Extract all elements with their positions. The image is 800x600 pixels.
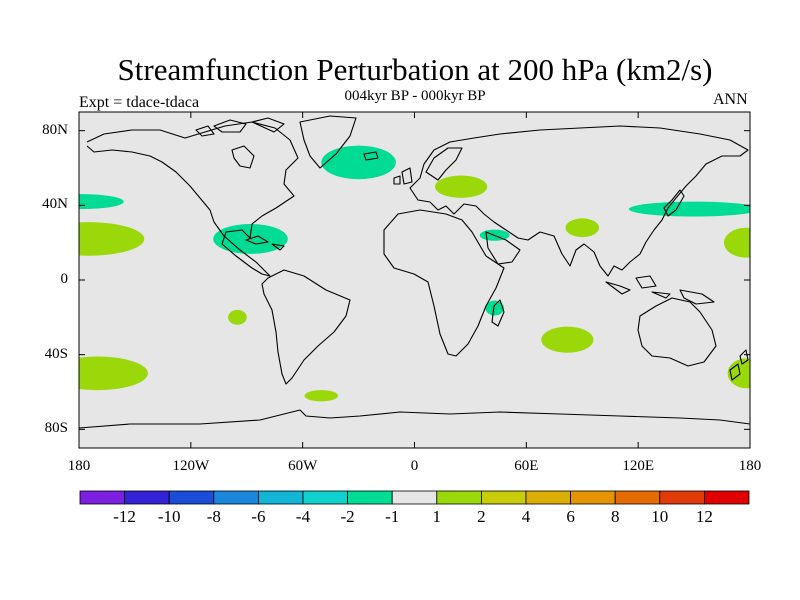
colorbar-label: 6 <box>566 507 575 526</box>
anomaly-patch-5 <box>304 390 339 402</box>
colorbar-swatch-0 <box>79 490 125 505</box>
colorbar-swatch-1 <box>124 490 170 505</box>
lon-label: 180 <box>67 458 91 474</box>
anomaly-patch-13 <box>723 227 750 258</box>
colorbar-swatch-5 <box>302 490 348 505</box>
coastline-caribbean <box>245 235 285 251</box>
colorbar-swatch-9 <box>480 490 527 505</box>
colorbar-label: -10 <box>157 507 181 526</box>
colorbar-swatch-14 <box>704 490 750 505</box>
lat-label: 80S <box>44 420 68 437</box>
axis-ticks <box>78 112 751 448</box>
colorbar-label: 8 <box>610 507 620 526</box>
coastline-australia <box>637 297 717 367</box>
colorbar-label: -2 <box>340 507 355 526</box>
coastline-greenland <box>299 115 357 169</box>
experiment-label: Expt = tdace-tdaca <box>79 94 200 111</box>
anomaly-patch-9 <box>485 300 504 316</box>
colorbar-swatch-2 <box>168 490 215 505</box>
colorbar-label: -4 <box>295 507 311 526</box>
lon-label: 180 <box>738 458 762 474</box>
lat-label: 40N <box>42 196 68 213</box>
colorbar-swatch-11 <box>570 490 616 505</box>
anomaly-patch-10 <box>565 218 600 238</box>
colorbar-label: 10 <box>651 507 669 526</box>
colorbar-swatch-12 <box>614 490 661 505</box>
anomaly-patch-12 <box>628 201 750 217</box>
map-background <box>79 112 750 448</box>
season-label: ANN <box>713 91 748 108</box>
lon-label: 120E <box>622 458 654 474</box>
colorbar-swatch-7 <box>391 490 438 505</box>
lat-label: 80N <box>42 121 68 138</box>
lon-label: 120W <box>172 458 210 474</box>
lon-label: 0 <box>410 458 419 474</box>
plot-subtitle: 004kyr BP - 000kyr BP <box>344 88 486 104</box>
colorbar-label: -6 <box>251 507 266 526</box>
coastline-iceland <box>363 151 379 161</box>
lat-label: 0 <box>60 271 69 287</box>
colorbar-swatch-6 <box>347 490 393 505</box>
plot-title: Streamfunction Perturbation at 200 hPa (… <box>117 52 713 87</box>
coastline-madagascar <box>491 299 505 327</box>
coastline-japan <box>663 189 685 217</box>
coastline-africa <box>383 209 505 357</box>
colorbar-label: 12 <box>695 507 713 526</box>
colorbar-label: -1 <box>385 507 400 526</box>
anomaly-patch-1 <box>79 222 145 256</box>
colorbar-label: 2 <box>477 507 486 526</box>
anomaly-patch-6 <box>321 145 396 180</box>
anomaly-patch-14 <box>727 358 750 389</box>
coastline-antarctica <box>79 409 750 429</box>
colorbar-label: -12 <box>113 507 136 526</box>
lon-label: 60W <box>288 458 318 474</box>
coastline-eurasia <box>409 125 749 277</box>
anomaly-patch-7 <box>435 175 488 198</box>
coastline-north-america <box>86 121 299 277</box>
colorbar-swatch-13 <box>659 490 705 505</box>
coastline-arctic-islands <box>195 117 285 137</box>
coastlines <box>79 115 750 429</box>
coastline-south-america <box>261 269 351 385</box>
colorbar <box>79 490 750 505</box>
anomaly-patch-3 <box>228 309 247 325</box>
colorbar-label: 1 <box>432 507 442 526</box>
coastline-new-zealand <box>729 349 749 381</box>
colorbar-label: -8 <box>206 507 221 526</box>
anomaly-patch-0 <box>79 194 124 210</box>
colorbar-swatch-8 <box>436 490 482 505</box>
colorbar-swatch-4 <box>257 490 304 505</box>
anomaly-patch-11 <box>541 326 594 353</box>
lon-label: 60E <box>514 458 539 474</box>
colorbar-swatch-10 <box>525 490 571 505</box>
coastline-british-isles <box>393 167 413 185</box>
colorbar-label: 4 <box>521 507 531 526</box>
lat-label: 40S <box>44 345 68 362</box>
coastline-indonesia <box>605 275 715 305</box>
coastline-scandinavia <box>425 147 463 181</box>
anomaly-patch-4 <box>79 356 148 391</box>
colorbar-swatch-3 <box>213 490 259 505</box>
coastline-arabia <box>485 231 521 265</box>
coastline-hudson-bay <box>231 145 255 169</box>
